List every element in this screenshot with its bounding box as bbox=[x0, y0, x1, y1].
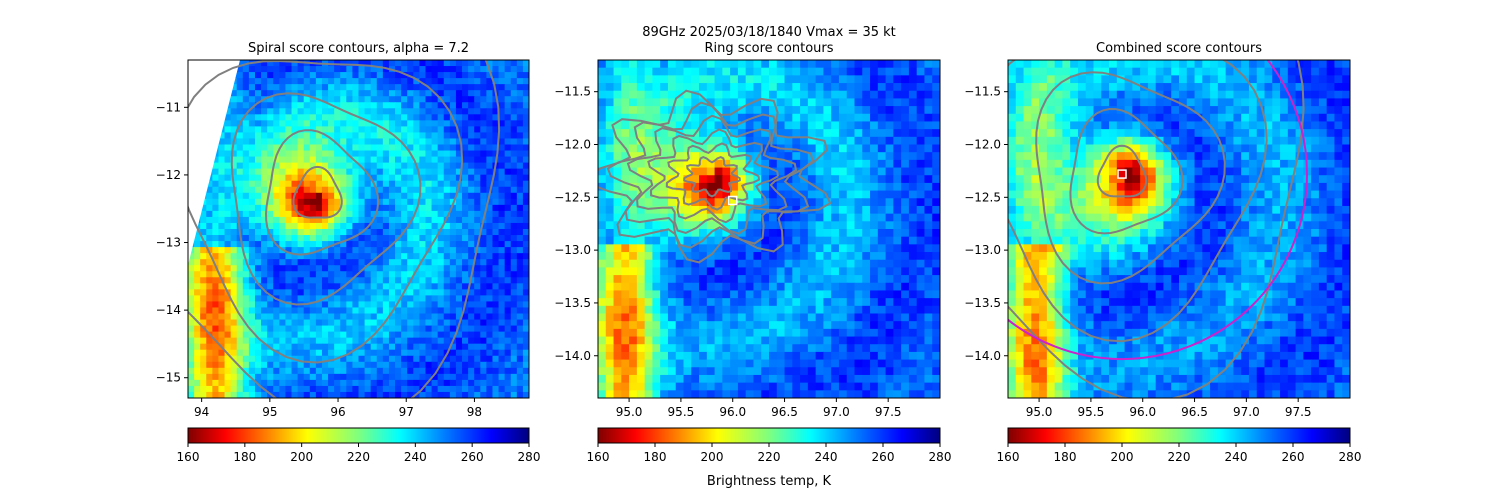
plot-frame bbox=[187, 59, 530, 399]
y-tick-label: −13.0 bbox=[964, 243, 1001, 257]
colorbar-tick-label: 220 bbox=[347, 450, 370, 464]
contour-line bbox=[230, 92, 422, 306]
contour-line bbox=[1069, 107, 1184, 235]
contour-line bbox=[188, 60, 464, 364]
colorbar-tick-label: 180 bbox=[1054, 450, 1077, 464]
contour-line bbox=[626, 114, 798, 235]
panel-title: Ring score contours bbox=[704, 41, 833, 56]
x-tick-label: 95.0 bbox=[616, 405, 643, 419]
plot-frame bbox=[597, 59, 941, 399]
colorbar-tick-label: 280 bbox=[1339, 450, 1362, 464]
x-tick-label: 96.0 bbox=[719, 405, 746, 419]
colorbar-tick-label: 200 bbox=[701, 450, 724, 464]
heatmap-image bbox=[1008, 60, 1350, 398]
colorbar-tick-label: 220 bbox=[1168, 450, 1191, 464]
contour-line bbox=[1096, 144, 1148, 198]
x-tick-label: 96.0 bbox=[1129, 405, 1156, 419]
y-tick-label: −13.5 bbox=[964, 296, 1001, 310]
colorbar-tick-label: 240 bbox=[404, 450, 427, 464]
colorbar-tick-label: 280 bbox=[929, 450, 952, 464]
colorbar-tick-label: 200 bbox=[290, 450, 313, 464]
colorbar bbox=[1007, 427, 1351, 444]
colorbar bbox=[597, 427, 941, 444]
colorbar-tick-label: 280 bbox=[518, 450, 541, 464]
x-tick-label: 97.0 bbox=[1233, 405, 1260, 419]
colorbar-tick-label: 240 bbox=[815, 450, 838, 464]
center-marker bbox=[1117, 169, 1127, 179]
colorbar-tick-label: 240 bbox=[1225, 450, 1248, 464]
x-tick-label: 95 bbox=[262, 405, 277, 419]
x-tick-label: 97 bbox=[399, 405, 414, 419]
panel-spiral: Spiral score contours, alpha = 7.2 94 95 96… bbox=[156, 41, 541, 464]
colorbar-tick-label: 180 bbox=[644, 450, 667, 464]
y-tick-label: −13.5 bbox=[554, 296, 591, 310]
x-tick-label: 96.5 bbox=[1181, 405, 1208, 419]
x-tick-label: 98 bbox=[467, 405, 482, 419]
plot-frame bbox=[1007, 59, 1351, 399]
colorbar-tick-label: 160 bbox=[997, 450, 1020, 464]
x-tick-label: 95.0 bbox=[1026, 405, 1053, 419]
colorbar-tick-label: 260 bbox=[461, 450, 484, 464]
colorbar-tick-label: 160 bbox=[177, 450, 200, 464]
contour-line bbox=[606, 101, 814, 249]
y-tick-label: −12.0 bbox=[554, 138, 591, 152]
score-contours bbox=[598, 89, 832, 264]
panel-ring: Ring score contours 95.0 95.5 96.0 96.5 97.0 9… bbox=[554, 41, 951, 464]
x-tick-label: 97.5 bbox=[875, 405, 902, 419]
panel-combined: Combined score contours 95.0 95.5 96.0 96.5 9… bbox=[964, 41, 1362, 464]
y-tick-label: −12.5 bbox=[554, 190, 591, 204]
contour-line bbox=[1008, 60, 1305, 398]
y-tick-label: −15 bbox=[156, 371, 181, 385]
contour-line bbox=[683, 156, 741, 198]
colorbar-tick-label: 260 bbox=[872, 450, 895, 464]
y-tick-label: −11.5 bbox=[554, 85, 591, 99]
x-tick-label: 97.5 bbox=[1285, 405, 1312, 419]
contour-line bbox=[188, 60, 501, 398]
colorbar-tick-label: 180 bbox=[233, 450, 256, 464]
y-tick-label: −11 bbox=[156, 100, 181, 114]
colorbar bbox=[187, 427, 530, 444]
y-tick-label: −12.5 bbox=[964, 190, 1001, 204]
y-tick-label: −12 bbox=[156, 168, 181, 182]
figure-suptitle: 89GHz 2025/03/18/1840 Vmax = 35 kt bbox=[642, 25, 896, 40]
score-contours bbox=[1008, 60, 1305, 398]
contour-line bbox=[1035, 71, 1226, 285]
score-contours bbox=[188, 60, 501, 398]
center-marker bbox=[727, 195, 738, 206]
x-tick-label: 95.5 bbox=[1078, 405, 1105, 419]
radius-ring bbox=[1008, 60, 1308, 361]
missing-data-wedge bbox=[188, 60, 240, 265]
contour-line bbox=[264, 129, 380, 256]
heatmap-image bbox=[598, 60, 940, 398]
y-tick-label: −13 bbox=[156, 236, 181, 250]
x-tick-label: 96 bbox=[330, 405, 345, 419]
x-tick-label: 97.0 bbox=[823, 405, 850, 419]
colorbar-label: Brightness temp, K bbox=[707, 474, 832, 489]
colorbar-tick-label: 200 bbox=[1111, 450, 1134, 464]
contour-line bbox=[1008, 60, 1268, 343]
colorbar-tick-label: 260 bbox=[1282, 450, 1305, 464]
y-tick-label: −14 bbox=[156, 303, 181, 317]
y-tick-label: −14.0 bbox=[964, 349, 1001, 363]
panel-title: Spiral score contours, alpha = 7.2 bbox=[248, 41, 469, 56]
y-tick-label: −11.5 bbox=[964, 85, 1001, 99]
heatmap-image bbox=[188, 60, 529, 398]
contour-line bbox=[598, 89, 832, 264]
panel-title: Combined score contours bbox=[1096, 41, 1262, 56]
x-tick-label: 96.5 bbox=[771, 405, 798, 419]
y-tick-label: −13.0 bbox=[554, 243, 591, 257]
colorbar-tick-label: 220 bbox=[758, 450, 781, 464]
x-tick-label: 94 bbox=[194, 405, 209, 419]
y-tick-label: −14.0 bbox=[554, 349, 591, 363]
x-tick-label: 95.5 bbox=[668, 405, 695, 419]
y-tick-label: −12.0 bbox=[964, 138, 1001, 152]
colorbar-tick-label: 160 bbox=[587, 450, 610, 464]
contour-line bbox=[292, 165, 343, 219]
